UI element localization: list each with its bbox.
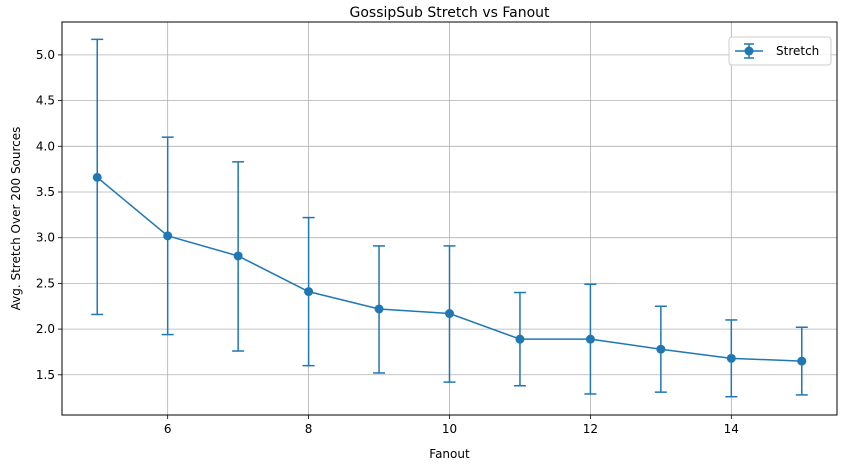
data-point — [726, 353, 736, 363]
y-tick-label: 2.5 — [36, 276, 55, 290]
y-tick-label: 3.5 — [36, 185, 55, 199]
marker-layer — [92, 172, 807, 366]
legend: Stretch — [728, 36, 832, 66]
data-point — [163, 231, 173, 241]
x-tick-label: 6 — [164, 422, 172, 436]
data-point — [515, 334, 525, 344]
y-tick-label: 3.0 — [36, 231, 55, 245]
data-point — [92, 172, 102, 182]
data-point — [233, 251, 243, 261]
data-point — [374, 304, 384, 314]
y-tick-label: 5.0 — [36, 48, 55, 62]
y-tick-label: 4.5 — [36, 94, 55, 108]
data-point — [445, 309, 454, 319]
y-tick-label: 4.0 — [36, 139, 55, 153]
chart-title: GossipSub Stretch vs Fanout — [350, 5, 551, 21]
legend-marker — [744, 46, 754, 56]
legend-box — [728, 36, 832, 66]
data-point — [656, 344, 666, 354]
data-point — [585, 334, 595, 344]
y-axis-label: Avg. Stretch Over 200 Sources — [9, 127, 23, 311]
x-tick-label: 14 — [724, 422, 739, 436]
x-tick-label: 12 — [583, 422, 598, 436]
x-tick-label: 8 — [305, 422, 313, 436]
y-tick-label: 1.5 — [36, 368, 55, 382]
data-point — [304, 287, 314, 297]
x-tick-label: 10 — [442, 422, 457, 436]
tick-layer: 6 8 10 12 14 1.5 2.0 2.5 3.0 3.5 4.0 4.5 5.0 — [36, 48, 739, 436]
x-axis-label: Fanout — [429, 447, 470, 461]
y-tick-label: 2.0 — [36, 322, 55, 336]
data-point — [797, 356, 807, 366]
legend-label: Stretch — [776, 44, 819, 58]
